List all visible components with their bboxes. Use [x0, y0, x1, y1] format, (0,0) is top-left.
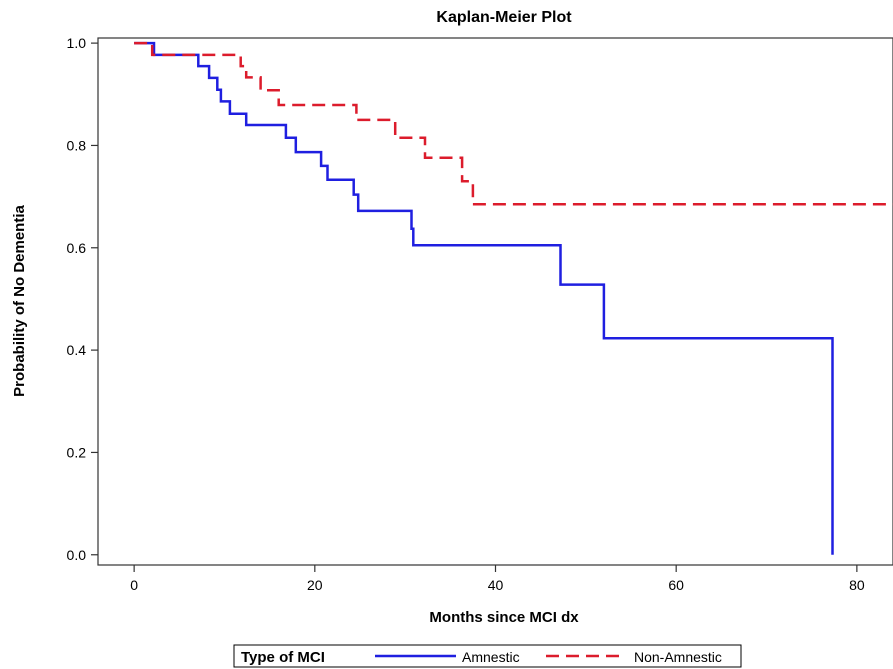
series-line-amnestic [134, 41, 834, 555]
x-tick-label: 40 [488, 577, 504, 593]
y-axis: 0.0 0.2 0.4 0.6 0.8 1.0 [67, 35, 98, 563]
y-tick-label: 0.4 [67, 342, 87, 358]
legend-title: Type of MCI [241, 649, 325, 666]
y-axis-label: Probability of No Dementia [11, 205, 28, 397]
y-tick-label: 0.2 [67, 444, 87, 460]
legend: Type of MCI Amnestic Non-Amnestic [233, 644, 742, 668]
series-line-non-amnestic [134, 41, 893, 206]
x-tick-label: 80 [849, 577, 865, 593]
y-tick-label: 0.0 [67, 547, 87, 563]
y-tick-label: 1.0 [67, 35, 87, 51]
y-tick-label: 0.6 [67, 240, 87, 256]
x-tick-label: 60 [668, 577, 684, 593]
x-tick-label: 20 [307, 577, 323, 593]
legend-label-non-amnestic: Non-Amnestic [634, 649, 722, 665]
y-tick-label: 0.8 [67, 137, 87, 153]
legend-label-amnestic: Amnestic [462, 649, 520, 665]
x-axis-label: Months since MCI dx [429, 609, 579, 626]
chart-title: Kaplan-Meier Plot [436, 9, 572, 26]
x-tick-label: 0 [130, 577, 138, 593]
legend-box [233, 644, 742, 668]
x-axis: 0 20 40 60 80 [130, 565, 865, 593]
series-layer [134, 41, 893, 555]
plot-frame [97, 37, 893, 566]
